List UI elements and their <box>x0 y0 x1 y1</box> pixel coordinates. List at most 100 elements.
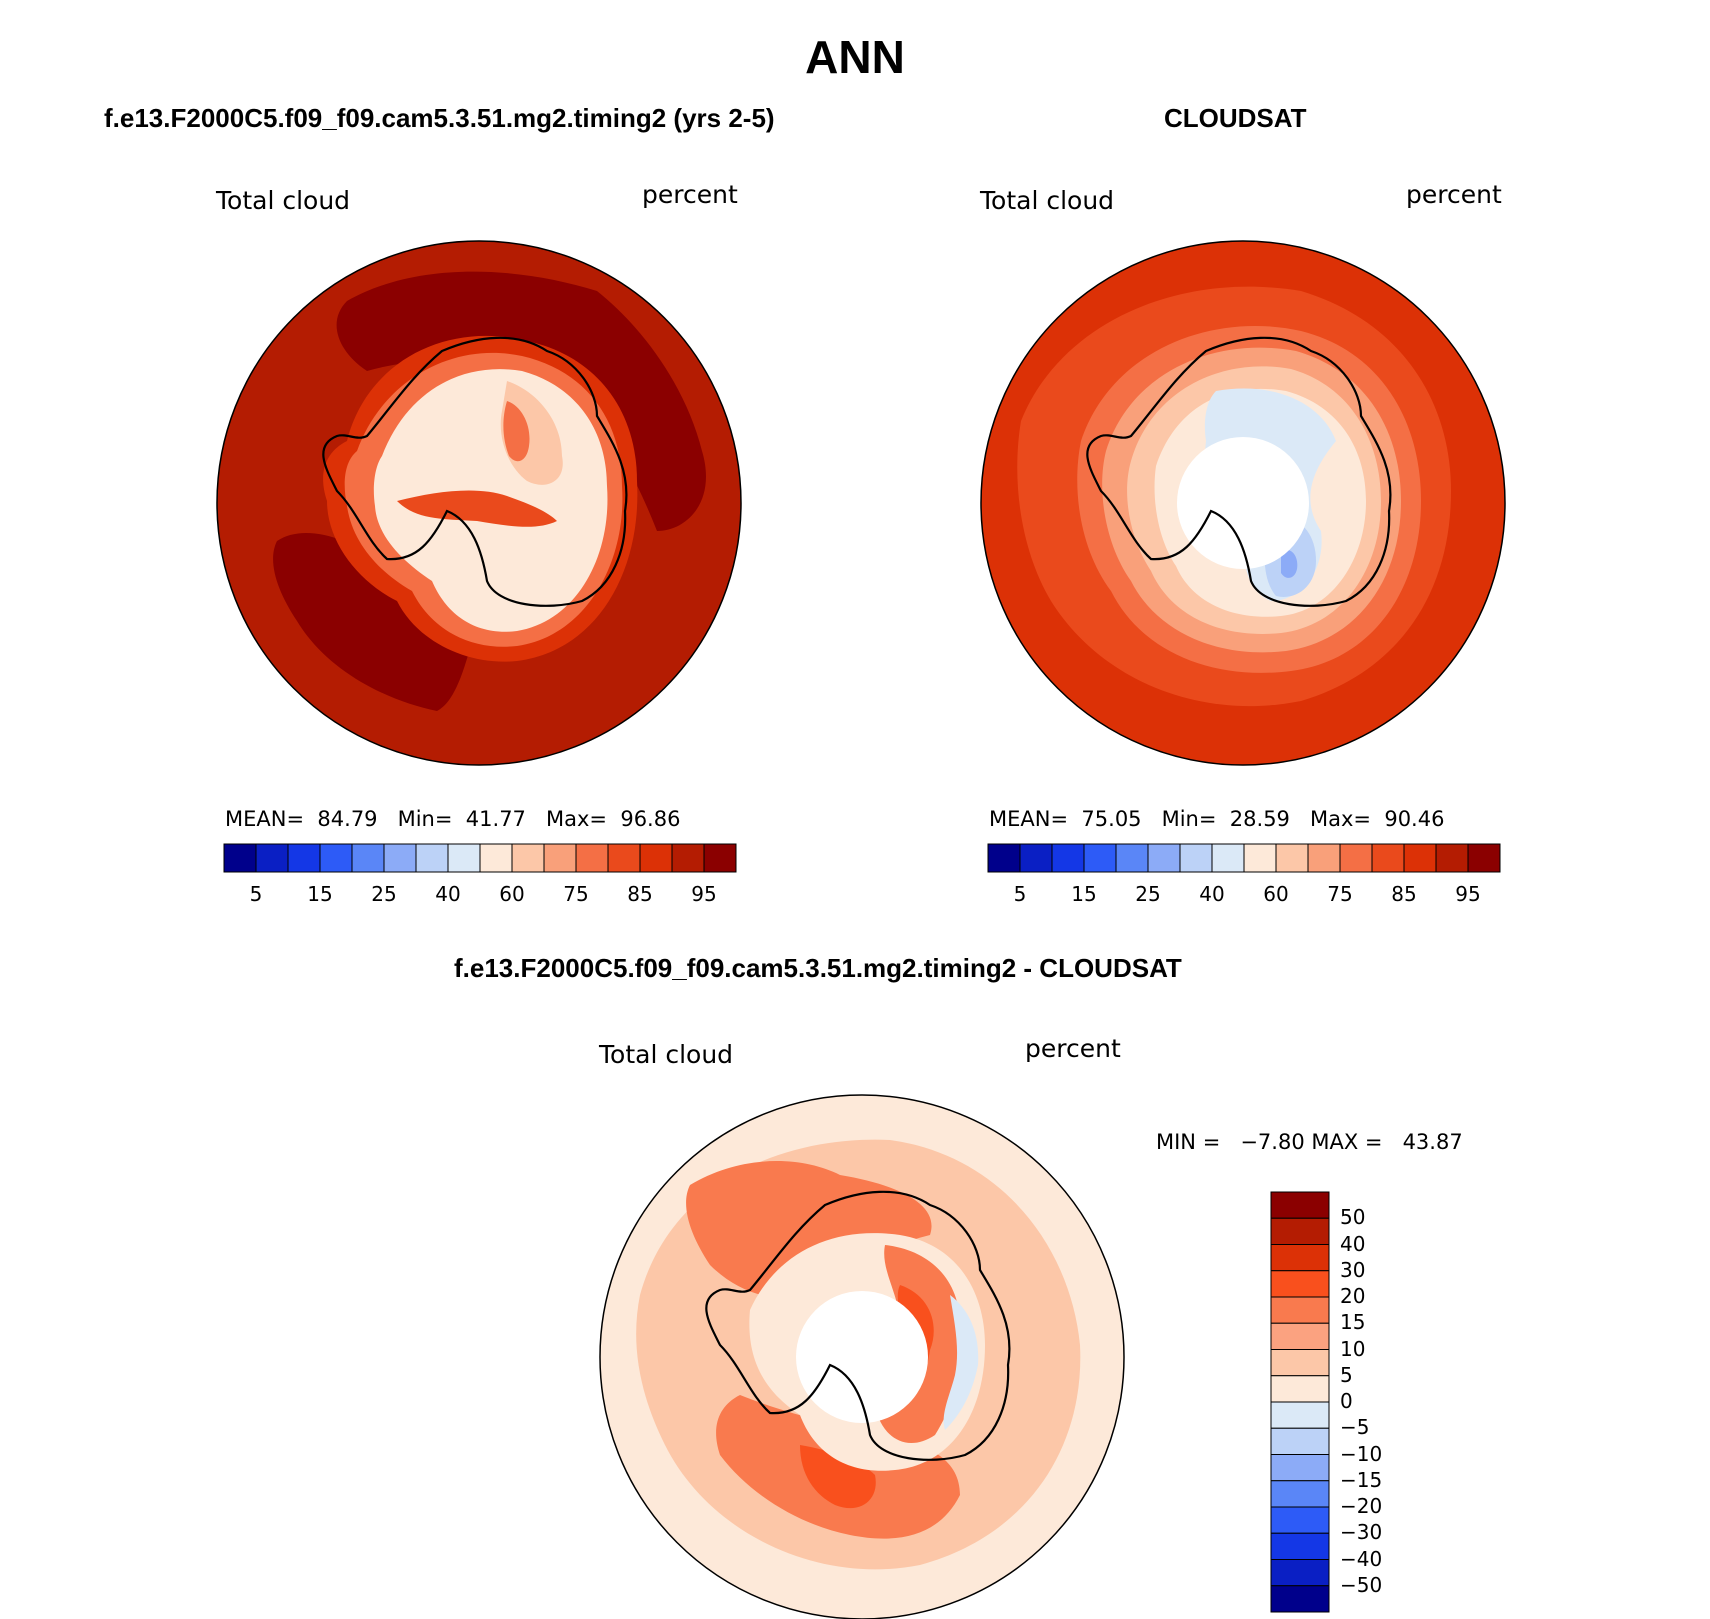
colorbar-swatch <box>543 843 577 873</box>
panel-diff-max-label: MAX = <box>1311 1130 1383 1154</box>
panel-diff-stats: MIN = −7.80 MAX = 43.87 <box>1156 1130 1463 1154</box>
panel-obs-colorbar <box>987 843 1501 873</box>
colorbar-tick-label: 25 <box>1135 882 1161 906</box>
panel-diff-min-value: −7.80 <box>1240 1130 1305 1154</box>
colorbar-tick-label: 95 <box>691 882 717 906</box>
colorbar-swatch <box>1019 843 1053 873</box>
colorbar-swatch <box>287 843 321 873</box>
colorbar-swatch <box>1270 1296 1330 1324</box>
colorbar-tick-label: 25 <box>371 882 397 906</box>
panel-model-min-label: Min= <box>397 807 453 831</box>
model-max-region-south <box>273 532 477 711</box>
colorbar-swatch <box>671 843 705 873</box>
colorbar-swatch <box>351 843 385 873</box>
panel-obs-mean-label: MEAN= <box>989 807 1069 831</box>
colorbar-swatch <box>1270 1349 1330 1377</box>
panel-model-max-value: 96.86 <box>620 807 681 831</box>
colorbar-tick-label: 20 <box>1340 1284 1366 1308</box>
panel-model-max-label: Max= <box>545 807 607 831</box>
panel-diff-field-label: Total cloud <box>599 1040 734 1069</box>
colorbar-swatch <box>1270 1244 1330 1272</box>
panel-diff-units-label: percent <box>1025 1034 1121 1063</box>
model-max-region-north <box>336 271 706 531</box>
colorbar-tick-label: −40 <box>1340 1546 1383 1571</box>
panel-model-mean-label: MEAN= <box>225 807 305 831</box>
colorbar-swatch <box>1211 843 1245 873</box>
colorbar-swatch <box>1270 1401 1330 1429</box>
colorbar-tick-label: 15 <box>1340 1310 1366 1335</box>
panel-obs-field-label: Total cloud <box>980 186 1115 215</box>
colorbar-tick-label: 75 <box>563 882 589 906</box>
model-ridge <box>397 490 557 527</box>
colorbar-swatch <box>479 843 513 873</box>
colorbar-tick-label: 5 <box>249 882 263 906</box>
colorbar-swatch <box>1467 843 1501 873</box>
figure-title: ANN <box>805 31 905 83</box>
colorbar-swatch <box>1270 1506 1330 1534</box>
obs-polar-hole <box>1177 437 1309 569</box>
panel-model-stats: MEAN= 84.79 Min= 41.77 Max= 96.86 <box>225 807 680 831</box>
colorbar-tick-label: 60 <box>499 882 525 906</box>
colorbar-swatch <box>987 843 1021 873</box>
panel-obs-stats: MEAN= 75.05 Min= 28.59 Max= 90.46 <box>989 807 1444 831</box>
panel-obs-subtitle: CLOUDSAT <box>1164 103 1307 133</box>
obs-coastline <box>1086 336 1392 607</box>
colorbar-tick-label: 50 <box>1340 1205 1366 1230</box>
colorbar-swatch <box>607 843 641 873</box>
colorbar-tick-label: 10 <box>1340 1336 1366 1361</box>
colorbar-swatch <box>1270 1270 1330 1298</box>
colorbar-swatch <box>639 843 673 873</box>
panel-obs-mean-value: 75.05 <box>1081 807 1142 831</box>
colorbar-swatch <box>1371 843 1405 873</box>
panel-diff-colorbar <box>1270 1191 1330 1613</box>
colorbar-swatch <box>1051 843 1085 873</box>
panel-diff-min-label: MIN = <box>1156 1130 1221 1154</box>
colorbar-swatch <box>1270 1375 1330 1403</box>
panel-diff-max-value: 43.87 <box>1402 1130 1463 1154</box>
panel-model-units-label: percent <box>642 180 738 209</box>
panel-obs-max-value: 90.46 <box>1384 807 1445 831</box>
model-coastline <box>322 336 628 607</box>
colorbar-tick-label: 95 <box>1455 882 1481 906</box>
panel-obs-min-label: Min= <box>1161 807 1217 831</box>
colorbar-swatch <box>1270 1480 1330 1508</box>
colorbar-tick-label: 15 <box>1071 882 1097 906</box>
colorbar-tick-label: 5 <box>1013 882 1027 906</box>
colorbar-tick-label: −10 <box>1340 1441 1383 1466</box>
colorbar-swatch <box>223 843 257 873</box>
panel-obs-units-label: percent <box>1406 180 1502 209</box>
colorbar-tick-label: 5 <box>1340 1362 1353 1387</box>
panel-obs-max-label: Max= <box>1309 807 1371 831</box>
colorbar-swatch <box>383 843 417 873</box>
colorbar-swatch <box>1270 1585 1330 1613</box>
colorbar-tick-label: 85 <box>627 882 653 906</box>
colorbar-swatch <box>1270 1191 1330 1219</box>
colorbar-swatch <box>415 843 449 873</box>
panel-obs-min-value: 28.59 <box>1229 807 1290 831</box>
colorbar-tick-label: 75 <box>1327 882 1353 906</box>
colorbar-swatch <box>1083 843 1117 873</box>
panel-model-field-label: Total cloud <box>216 186 351 215</box>
panel-model-colorbar-labels: 5 15 25 40 60 75 85 95 <box>224 882 736 908</box>
colorbar-tick-label: 85 <box>1391 882 1417 906</box>
obs-map-border <box>980 240 1506 766</box>
colorbar-swatch <box>1403 843 1437 873</box>
colorbar-swatch <box>1435 843 1469 873</box>
colorbar-tick-label: 40 <box>1199 882 1225 906</box>
colorbar-tick-label: 30 <box>1340 1257 1366 1282</box>
colorbar-swatch <box>1147 843 1181 873</box>
panel-obs-colorbar-labels: 5 15 25 40 60 75 85 95 <box>988 882 1500 908</box>
diff-coastline <box>705 1190 1011 1461</box>
colorbar-swatch <box>319 843 353 873</box>
colorbar-tick-label: −5 <box>1340 1415 1370 1440</box>
diff-polar-hole <box>796 1291 928 1423</box>
diff-band-north <box>686 1161 932 1299</box>
colorbar-swatch <box>1270 1427 1330 1455</box>
panel-model-min-value: 41.77 <box>465 807 526 831</box>
colorbar-tick-label: 15 <box>307 882 333 906</box>
colorbar-swatch <box>1270 1217 1330 1245</box>
panel-diff-map <box>599 1094 1125 1619</box>
colorbar-swatch <box>1270 1322 1330 1350</box>
colorbar-tick-label: −50 <box>1340 1572 1383 1597</box>
colorbar-swatch <box>1270 1559 1330 1587</box>
